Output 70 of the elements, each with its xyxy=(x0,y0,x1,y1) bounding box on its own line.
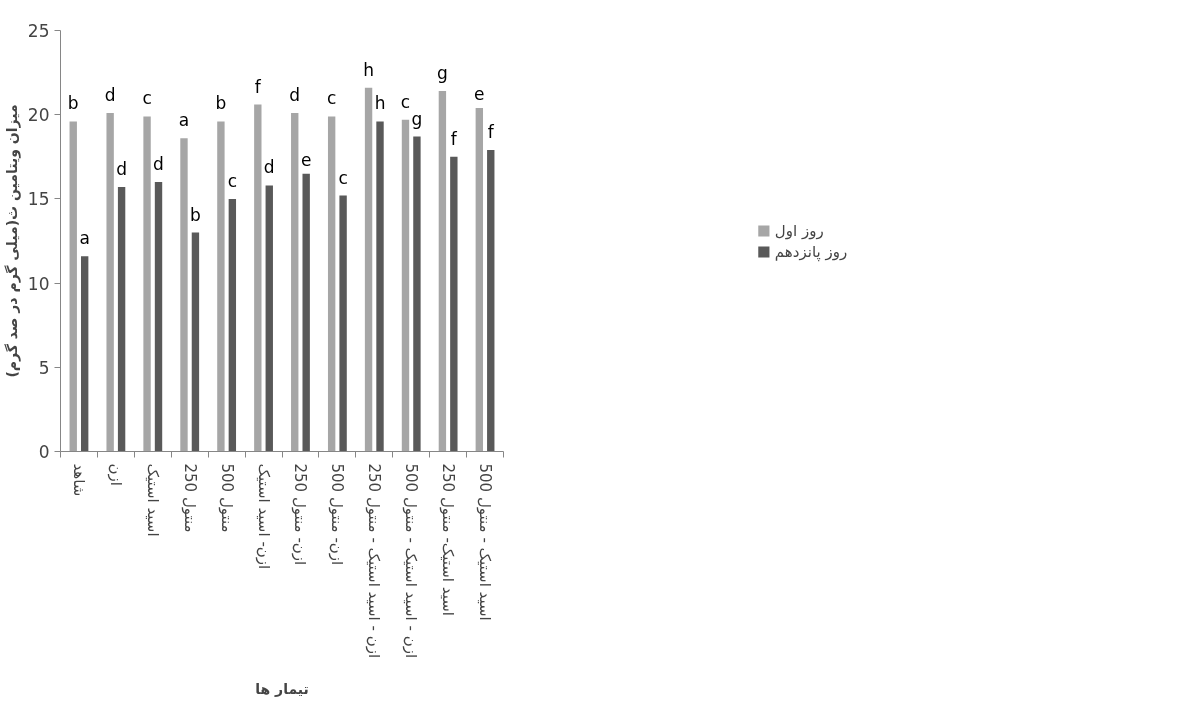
bar xyxy=(302,173,310,452)
bar xyxy=(450,156,458,452)
data-label: d xyxy=(116,159,127,180)
data-label: b xyxy=(190,204,201,225)
x-tick-label: ازن- منتول 250 xyxy=(291,463,310,566)
data-label: d xyxy=(263,157,275,178)
bar xyxy=(487,150,495,452)
legend-label: روز پانزدهم xyxy=(774,242,848,260)
bar xyxy=(191,232,200,452)
data-label: h xyxy=(374,93,386,114)
x-axis-title: تیمار ها xyxy=(255,681,309,698)
y-tick-label: 15 xyxy=(27,189,50,210)
y-tick-label: 5 xyxy=(38,357,50,378)
data-label: a xyxy=(79,228,90,249)
data-label: h xyxy=(363,59,374,80)
y-tick-label: 0 xyxy=(38,442,50,462)
x-tick-label: شاهد xyxy=(69,463,88,497)
x-tick-label: ازن- منتول 500 xyxy=(328,463,347,566)
data-label: e xyxy=(474,83,485,104)
x-tick-label: اسید استیک- منتول 250 xyxy=(439,463,458,616)
bar xyxy=(376,121,384,452)
y-tick-label: 25 xyxy=(27,21,50,41)
x-tick-label: اسید استیک - منتول 500 xyxy=(476,463,495,621)
data-label: c xyxy=(326,88,337,109)
data-label: d xyxy=(289,85,301,106)
x-tick-label: ازن- اسید استیک xyxy=(254,463,273,570)
bar xyxy=(143,116,151,452)
data-label: g xyxy=(411,108,423,129)
data-label: c xyxy=(227,170,238,191)
bar xyxy=(475,107,484,452)
data-label: d xyxy=(153,154,164,175)
x-tick-label: ازن - اسید استیک - منتول 250 xyxy=(365,463,384,659)
bar xyxy=(327,116,336,452)
data-label: c xyxy=(142,88,152,109)
data-label: d xyxy=(104,85,116,106)
data-label: a xyxy=(178,110,190,131)
x-tick-label: اسید استیک xyxy=(143,463,162,537)
legend-label: روز اول xyxy=(774,221,824,239)
bar xyxy=(180,138,188,452)
bar xyxy=(217,121,225,452)
y-tick-label: 10 xyxy=(27,273,50,294)
x-tick-label: ازن xyxy=(106,463,125,486)
bar xyxy=(117,187,126,452)
data-label: g xyxy=(437,63,448,84)
data-label: e xyxy=(300,149,312,170)
bar xyxy=(154,182,163,452)
data-label: c xyxy=(400,91,411,112)
data-label: b xyxy=(67,93,79,114)
bar xyxy=(413,136,421,452)
data-label: f xyxy=(254,76,262,97)
x-tick-label: ازن - اسید استیک - منتول 500 xyxy=(402,463,421,659)
x-tick-label: منتول 250 xyxy=(180,463,199,533)
bar xyxy=(69,121,77,452)
y-axis-title: میزان ویتامین ث(میلی گرم در صد گرم) xyxy=(3,104,21,378)
bar xyxy=(80,256,89,452)
bar xyxy=(228,198,237,452)
bar xyxy=(364,87,373,452)
data-label: b xyxy=(215,93,227,114)
data-label: c xyxy=(338,167,348,188)
bar xyxy=(339,195,347,452)
bar xyxy=(254,104,262,452)
bar xyxy=(438,91,447,452)
bar xyxy=(401,119,410,452)
x-tick-label: منتول 500 xyxy=(217,463,236,533)
data-label: f xyxy=(450,128,458,149)
bar xyxy=(291,113,299,452)
bar xyxy=(265,185,273,452)
data-label: f xyxy=(487,122,495,143)
bar xyxy=(106,113,114,452)
y-tick-label: 20 xyxy=(27,105,50,126)
